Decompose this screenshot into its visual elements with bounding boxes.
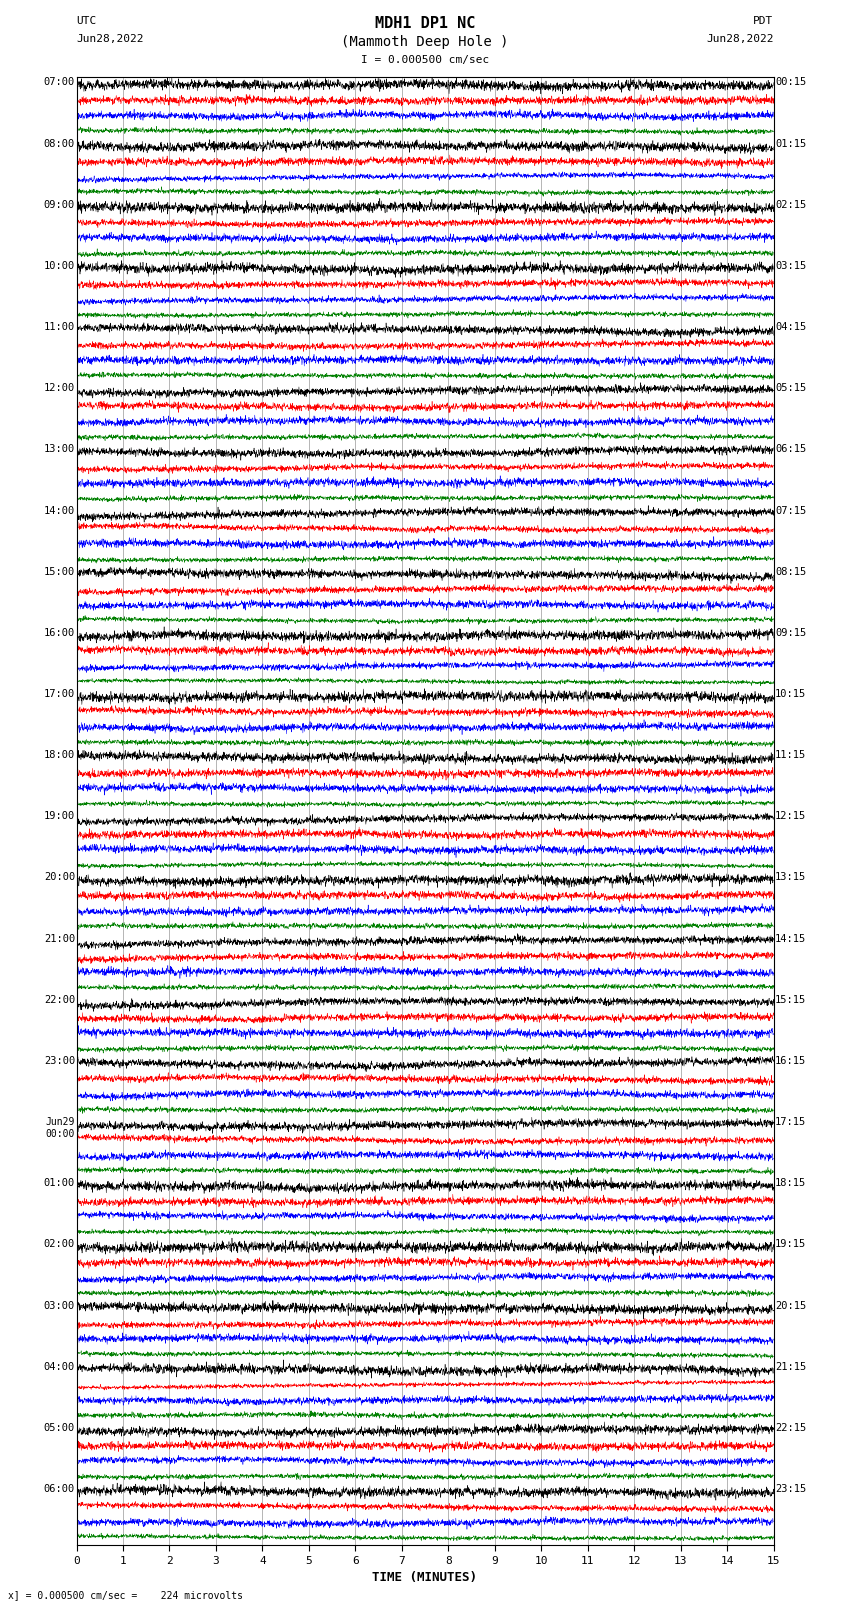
Text: 14:00: 14:00 xyxy=(44,505,75,516)
Text: 20:15: 20:15 xyxy=(775,1300,806,1311)
Text: 23:00: 23:00 xyxy=(44,1057,75,1066)
Text: 11:00: 11:00 xyxy=(44,323,75,332)
Text: 07:00: 07:00 xyxy=(44,77,75,87)
Text: 05:00: 05:00 xyxy=(44,1423,75,1432)
Text: 10:15: 10:15 xyxy=(775,689,806,698)
Text: 06:15: 06:15 xyxy=(775,444,806,455)
Text: 08:15: 08:15 xyxy=(775,566,806,577)
Text: 15:15: 15:15 xyxy=(775,995,806,1005)
Text: 16:00: 16:00 xyxy=(44,627,75,637)
Text: 12:00: 12:00 xyxy=(44,384,75,394)
X-axis label: TIME (MINUTES): TIME (MINUTES) xyxy=(372,1571,478,1584)
Text: 17:15: 17:15 xyxy=(775,1118,806,1127)
Text: 18:15: 18:15 xyxy=(775,1177,806,1189)
Text: MDH1 DP1 NC: MDH1 DP1 NC xyxy=(375,16,475,31)
Text: Jun28,2022: Jun28,2022 xyxy=(76,34,144,44)
Text: 12:15: 12:15 xyxy=(775,811,806,821)
Text: Jun29
00:00: Jun29 00:00 xyxy=(46,1118,75,1139)
Text: 08:00: 08:00 xyxy=(44,139,75,148)
Text: 21:15: 21:15 xyxy=(775,1361,806,1371)
Text: 13:00: 13:00 xyxy=(44,444,75,455)
Text: 13:15: 13:15 xyxy=(775,873,806,882)
Text: 05:15: 05:15 xyxy=(775,384,806,394)
Text: 14:15: 14:15 xyxy=(775,934,806,944)
Text: 19:00: 19:00 xyxy=(44,811,75,821)
Text: I = 0.000500 cm/sec: I = 0.000500 cm/sec xyxy=(361,55,489,65)
Text: 04:00: 04:00 xyxy=(44,1361,75,1371)
Text: 02:00: 02:00 xyxy=(44,1239,75,1250)
Text: 01:15: 01:15 xyxy=(775,139,806,148)
Text: 07:15: 07:15 xyxy=(775,505,806,516)
Text: 03:15: 03:15 xyxy=(775,261,806,271)
Text: 06:00: 06:00 xyxy=(44,1484,75,1494)
Text: 18:00: 18:00 xyxy=(44,750,75,760)
Text: 22:15: 22:15 xyxy=(775,1423,806,1432)
Text: 15:00: 15:00 xyxy=(44,566,75,577)
Text: 04:15: 04:15 xyxy=(775,323,806,332)
Text: (Mammoth Deep Hole ): (Mammoth Deep Hole ) xyxy=(341,35,509,50)
Text: 09:15: 09:15 xyxy=(775,627,806,637)
Text: 20:00: 20:00 xyxy=(44,873,75,882)
Text: x] = 0.000500 cm/sec =    224 microvolts: x] = 0.000500 cm/sec = 224 microvolts xyxy=(8,1590,243,1600)
Text: 02:15: 02:15 xyxy=(775,200,806,210)
Text: 16:15: 16:15 xyxy=(775,1057,806,1066)
Text: 23:15: 23:15 xyxy=(775,1484,806,1494)
Text: 01:00: 01:00 xyxy=(44,1177,75,1189)
Text: 17:00: 17:00 xyxy=(44,689,75,698)
Text: 19:15: 19:15 xyxy=(775,1239,806,1250)
Text: Jun28,2022: Jun28,2022 xyxy=(706,34,774,44)
Text: 22:00: 22:00 xyxy=(44,995,75,1005)
Text: 10:00: 10:00 xyxy=(44,261,75,271)
Text: 00:15: 00:15 xyxy=(775,77,806,87)
Text: 11:15: 11:15 xyxy=(775,750,806,760)
Text: 21:00: 21:00 xyxy=(44,934,75,944)
Text: PDT: PDT xyxy=(753,16,774,26)
Text: UTC: UTC xyxy=(76,16,97,26)
Text: 09:00: 09:00 xyxy=(44,200,75,210)
Text: 03:00: 03:00 xyxy=(44,1300,75,1311)
